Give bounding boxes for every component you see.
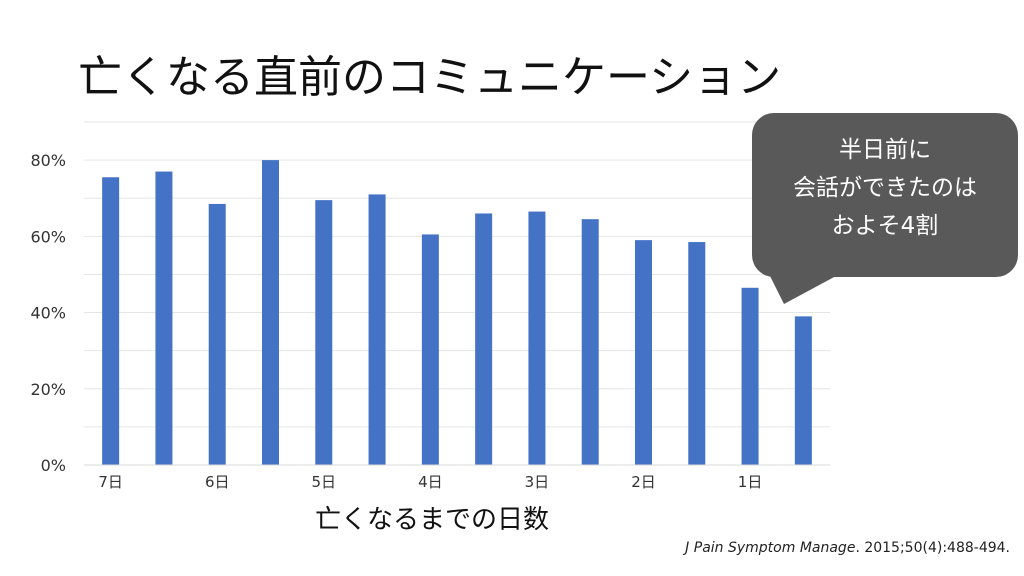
bar (315, 200, 333, 465)
page-title: 亡くなる直前のコミュニケーション (78, 52, 782, 103)
bar (368, 194, 386, 465)
callout-line: 会話ができたのは (793, 175, 977, 201)
x-tick-label: 3日 (525, 473, 550, 491)
callout-line: 半日前に (839, 137, 931, 163)
callout-line: およそ4割 (831, 213, 939, 239)
y-tick-labels: 0% 20% 40% 60% 80% (30, 151, 66, 475)
x-tick-label: 1日 (738, 473, 763, 491)
x-tick-label: 5日 (312, 473, 337, 491)
bars (102, 160, 812, 466)
bar (102, 177, 120, 465)
bar (741, 287, 759, 465)
gridlines (84, 121, 830, 428)
x-tick-label: 6日 (205, 473, 230, 491)
bar (155, 171, 173, 466)
bar (528, 211, 546, 465)
bar (794, 316, 812, 465)
y-tick-label: 60% (30, 227, 66, 246)
x-tick-label: 7日 (98, 473, 123, 491)
bar (581, 219, 599, 465)
x-tick-labels: 7日 6日 5日 4日 3日 2日 1日 (98, 473, 762, 491)
callout-bubble: 半日前に 会話ができたのは およそ4割 (752, 113, 1018, 277)
x-axis-label: 亡くなるまでの日数 (315, 505, 550, 535)
x-tick-label: 2日 (631, 473, 656, 491)
bar (635, 240, 652, 465)
bar (421, 234, 439, 465)
citation: J Pain Symptom Manage. 2015;50(4):488-49… (685, 538, 1010, 558)
y-tick-label: 0% (41, 456, 66, 475)
bar (208, 203, 226, 465)
citation-journal: J Pain Symptom Manage (685, 540, 856, 556)
citation-rest: . 2015;50(4):488-494. (855, 540, 1010, 556)
y-tick-label: 40% (30, 304, 66, 323)
y-tick-label: 80% (30, 151, 66, 170)
bar (688, 242, 706, 465)
bar (262, 160, 279, 465)
x-tick-label: 4日 (418, 473, 443, 491)
y-tick-label: 20% (30, 380, 66, 399)
bar (475, 213, 493, 465)
callout-tail (770, 276, 836, 304)
